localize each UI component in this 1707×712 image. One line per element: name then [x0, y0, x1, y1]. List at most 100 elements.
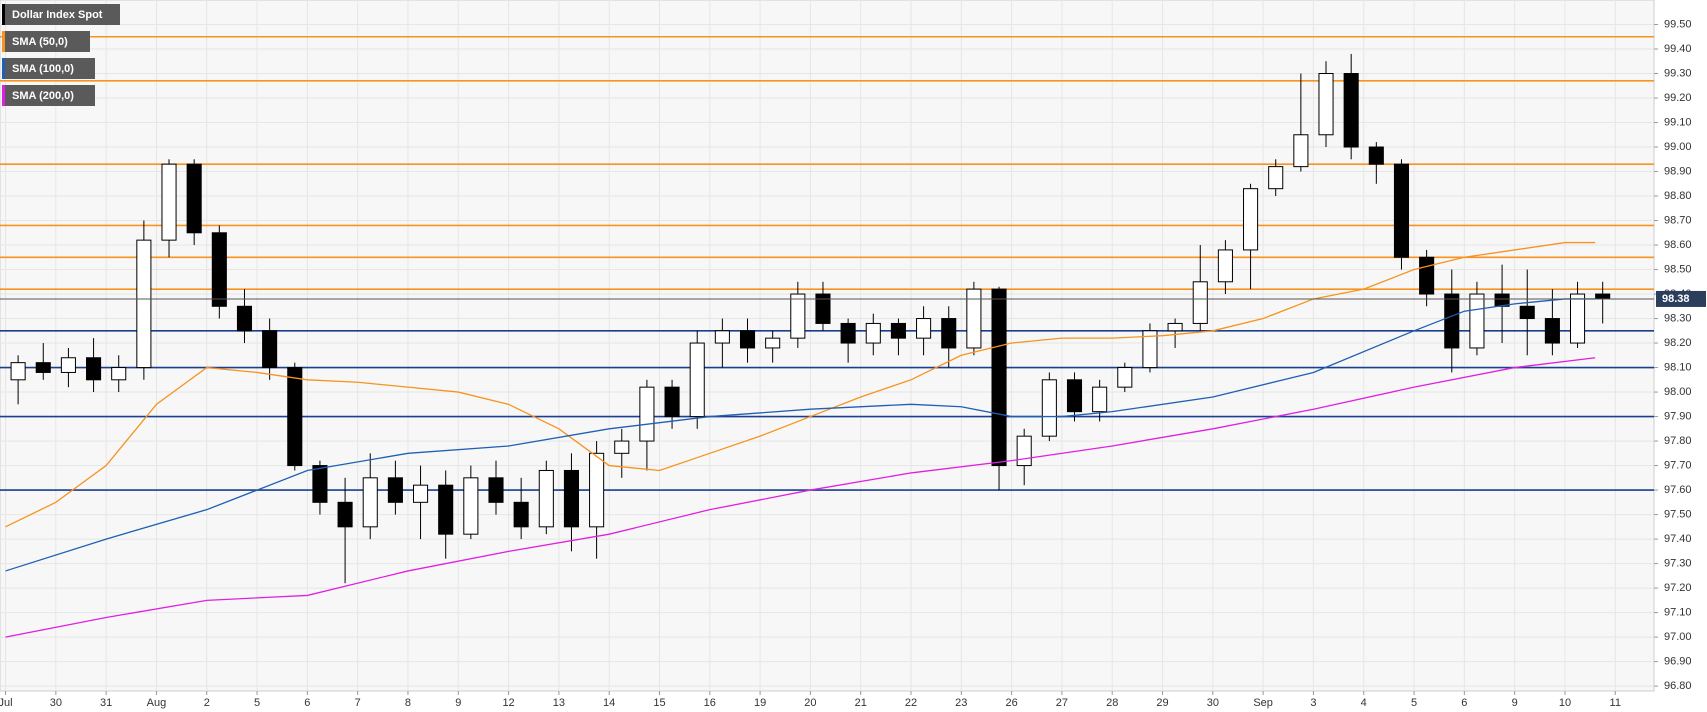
candle-body	[35, 362, 51, 373]
x-tick-label: 20	[804, 697, 816, 709]
candle-body	[1167, 322, 1183, 332]
candle-body	[1569, 293, 1586, 344]
y-tick-label: 98.90	[1664, 165, 1692, 177]
x-tick-label: 7	[355, 697, 361, 709]
candle-body	[488, 477, 504, 503]
legend-swatch	[2, 31, 5, 52]
candle-body	[689, 342, 705, 418]
legend-label: Dollar Index Spot	[12, 9, 103, 21]
y-tick-label: 97.40	[1664, 533, 1692, 545]
y-tick-label: 98.20	[1664, 337, 1692, 349]
sma-line	[5, 298, 1596, 572]
x-tick-label: Sep	[1253, 697, 1273, 709]
x-tick-label: 15	[653, 697, 665, 709]
candle-body	[815, 293, 831, 324]
y-tick-label: 97.90	[1664, 410, 1692, 422]
legend-box	[2, 58, 95, 79]
candle-body	[337, 501, 353, 528]
x-tick-label: 12	[502, 697, 514, 709]
y-tick-label: 99.00	[1664, 141, 1692, 153]
candle-body	[664, 386, 680, 418]
candle-body	[1519, 305, 1535, 320]
candle-body	[1041, 379, 1057, 437]
x-tick-label: 28	[1106, 697, 1118, 709]
x-tick-label: 6	[1461, 697, 1467, 709]
x-tick-label: 13	[553, 697, 565, 709]
candle-body	[865, 322, 881, 344]
y-tick-label: 97.50	[1664, 508, 1692, 520]
candle-body	[1142, 330, 1158, 369]
candle-body	[1268, 166, 1284, 190]
legend: Dollar Index Spot SMA (50,0) SMA (100,0) SM…	[2, 4, 120, 106]
x-tick-label: 4	[1361, 697, 1367, 709]
y-tick-label: 97.70	[1664, 459, 1692, 471]
legend-box	[2, 4, 120, 25]
sma-line	[5, 241, 1596, 528]
x-tick-label: 30	[1207, 697, 1219, 709]
candle-body	[387, 477, 403, 503]
candle-body	[362, 477, 378, 528]
candle-body	[890, 322, 906, 339]
x-tick-label: 19	[754, 697, 766, 709]
legend-label: SMA (50,0)	[12, 36, 68, 48]
x-tick-label: Aug	[147, 697, 167, 709]
y-tick-label: 97.30	[1664, 557, 1692, 569]
legend-box	[2, 31, 90, 52]
x-tick-label: 27	[1056, 697, 1068, 709]
candle-body	[1343, 73, 1359, 148]
x-tick-label: 26	[1005, 697, 1017, 709]
candle-body	[916, 318, 932, 339]
x-tick-label: 30	[50, 697, 62, 709]
candle-body	[236, 305, 253, 332]
candle-body	[538, 469, 554, 528]
candle-body	[438, 484, 454, 535]
y-tick-label: 96.90	[1664, 656, 1692, 668]
candle-body	[739, 330, 756, 349]
x-tick-label: 31	[100, 697, 112, 709]
candle-body	[1016, 435, 1032, 467]
candle-body	[1066, 379, 1083, 413]
legend-swatch	[2, 85, 5, 106]
y-tick-label: 97.00	[1664, 631, 1692, 643]
candle-body	[941, 318, 957, 349]
candle-body	[639, 386, 655, 442]
y-tick-label: 97.20	[1664, 582, 1692, 594]
y-tick-label: 98.80	[1664, 190, 1692, 202]
candle-body	[186, 163, 202, 234]
candle-body	[1368, 146, 1384, 165]
y-tick-label: 98.70	[1664, 214, 1692, 226]
candle-body	[840, 322, 856, 344]
legend-box	[2, 85, 95, 106]
y-tick-label: 99.40	[1664, 43, 1692, 55]
candle-body	[790, 293, 806, 339]
candle-body	[1092, 386, 1108, 413]
candle-body	[1318, 73, 1334, 136]
candle-body	[765, 337, 781, 349]
x-tick-label: 9	[1512, 697, 1518, 709]
candle-body	[111, 367, 127, 381]
y-tick-label: 98.60	[1664, 239, 1692, 251]
y-tick-label: 97.10	[1664, 606, 1692, 618]
candle-body	[1293, 134, 1309, 168]
sma-line	[5, 357, 1596, 638]
x-tick-label: 11	[1610, 697, 1621, 709]
candle-body	[136, 239, 152, 369]
legend-swatch	[2, 58, 5, 79]
candle-body	[1117, 367, 1133, 388]
candle-body	[86, 357, 102, 381]
y-tick-label: 98.00	[1664, 386, 1692, 398]
x-tick-label: 3	[1310, 697, 1316, 709]
candle-body	[211, 232, 227, 307]
x-tick-label: 14	[603, 697, 615, 709]
y-tick-label: 98.50	[1664, 263, 1692, 275]
candle-body	[287, 367, 303, 467]
candle-body	[563, 469, 579, 528]
legend-label: SMA (200,0)	[12, 90, 74, 102]
y-tick-label: 99.10	[1664, 116, 1692, 128]
candle-body	[1243, 188, 1259, 251]
candle-body	[10, 362, 26, 381]
candle-body	[1444, 293, 1460, 349]
candle-body	[1544, 318, 1560, 344]
y-tick-label: 97.60	[1664, 484, 1692, 496]
